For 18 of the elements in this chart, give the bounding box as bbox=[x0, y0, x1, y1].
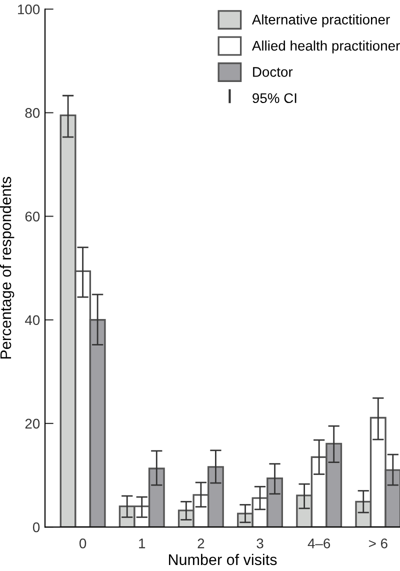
x-tick-label: 0 bbox=[79, 538, 86, 548]
legend-label: Doctor bbox=[253, 67, 293, 77]
x-tick-label: 2 bbox=[198, 538, 204, 548]
y-tick-label: 20 bbox=[25, 418, 40, 429]
legend-label: Allied health practitioner bbox=[252, 40, 400, 54]
annotation: 95% CI bbox=[252, 93, 296, 104]
y-tick-label: 80 bbox=[25, 108, 40, 118]
x-tick-label: 3 bbox=[256, 538, 264, 548]
x-tick-label: 1 bbox=[139, 538, 146, 548]
y-tick-label: 100 bbox=[18, 4, 40, 14]
y-tick-label: 0 bbox=[32, 522, 40, 532]
x-tick-label: 4–6 bbox=[308, 538, 330, 548]
legend-label: Alternative practitioner bbox=[252, 14, 390, 28]
y-axis-title: Percentage of respondents bbox=[0, 176, 14, 359]
x-tick-label: > 6 bbox=[368, 538, 388, 548]
y-tick-label: 60 bbox=[25, 212, 40, 222]
y-tick-label: 40 bbox=[25, 315, 40, 326]
x-axis-title: Number of visits bbox=[168, 554, 277, 566]
